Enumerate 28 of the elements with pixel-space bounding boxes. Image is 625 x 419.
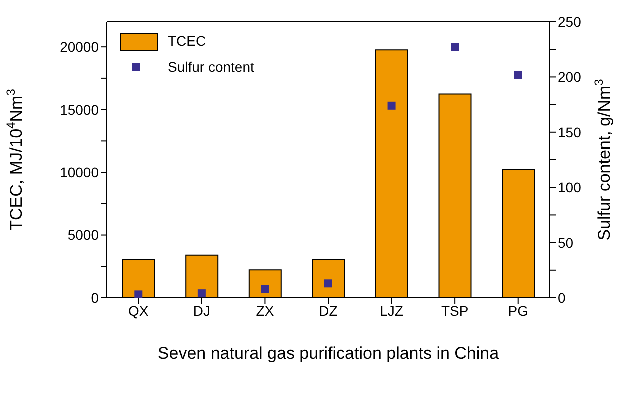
y2-tick-label: 50 bbox=[558, 234, 574, 251]
x-tick-label: DJ bbox=[193, 302, 210, 319]
x-tick-label: PG bbox=[508, 302, 528, 319]
point bbox=[451, 43, 460, 52]
point bbox=[261, 285, 270, 294]
point bbox=[514, 70, 522, 79]
x-tick-label: ZX bbox=[256, 302, 275, 319]
legend-label: TCEC bbox=[168, 33, 206, 49]
y2-tick-label: 100 bbox=[558, 180, 582, 196]
y-tick-label: 15000 bbox=[60, 102, 100, 118]
x-axis-title: Seven natural gas purification plants in China bbox=[158, 344, 500, 363]
x-tick-label: LJZ bbox=[380, 302, 404, 319]
legend-label: Sulfur content bbox=[168, 59, 254, 75]
point bbox=[198, 290, 206, 298]
y2-tick-label: 0 bbox=[558, 290, 566, 306]
y-tick-label: 20000 bbox=[60, 39, 100, 56]
y-tick-label: 0 bbox=[91, 290, 100, 306]
point bbox=[388, 102, 396, 110]
y-tick-label: 10000 bbox=[60, 164, 100, 181]
point bbox=[324, 280, 332, 288]
y2-tick-label: 250 bbox=[558, 14, 582, 30]
y2-tick-label: 150 bbox=[558, 124, 582, 140]
x-tick-label: TSP bbox=[441, 302, 469, 319]
y2-tick-label: 200 bbox=[558, 69, 582, 86]
x-tick-label: QX bbox=[128, 302, 150, 319]
y-tick-label: 5000 bbox=[68, 227, 100, 244]
point bbox=[134, 290, 143, 298]
x-tick-label: DZ bbox=[319, 302, 338, 319]
